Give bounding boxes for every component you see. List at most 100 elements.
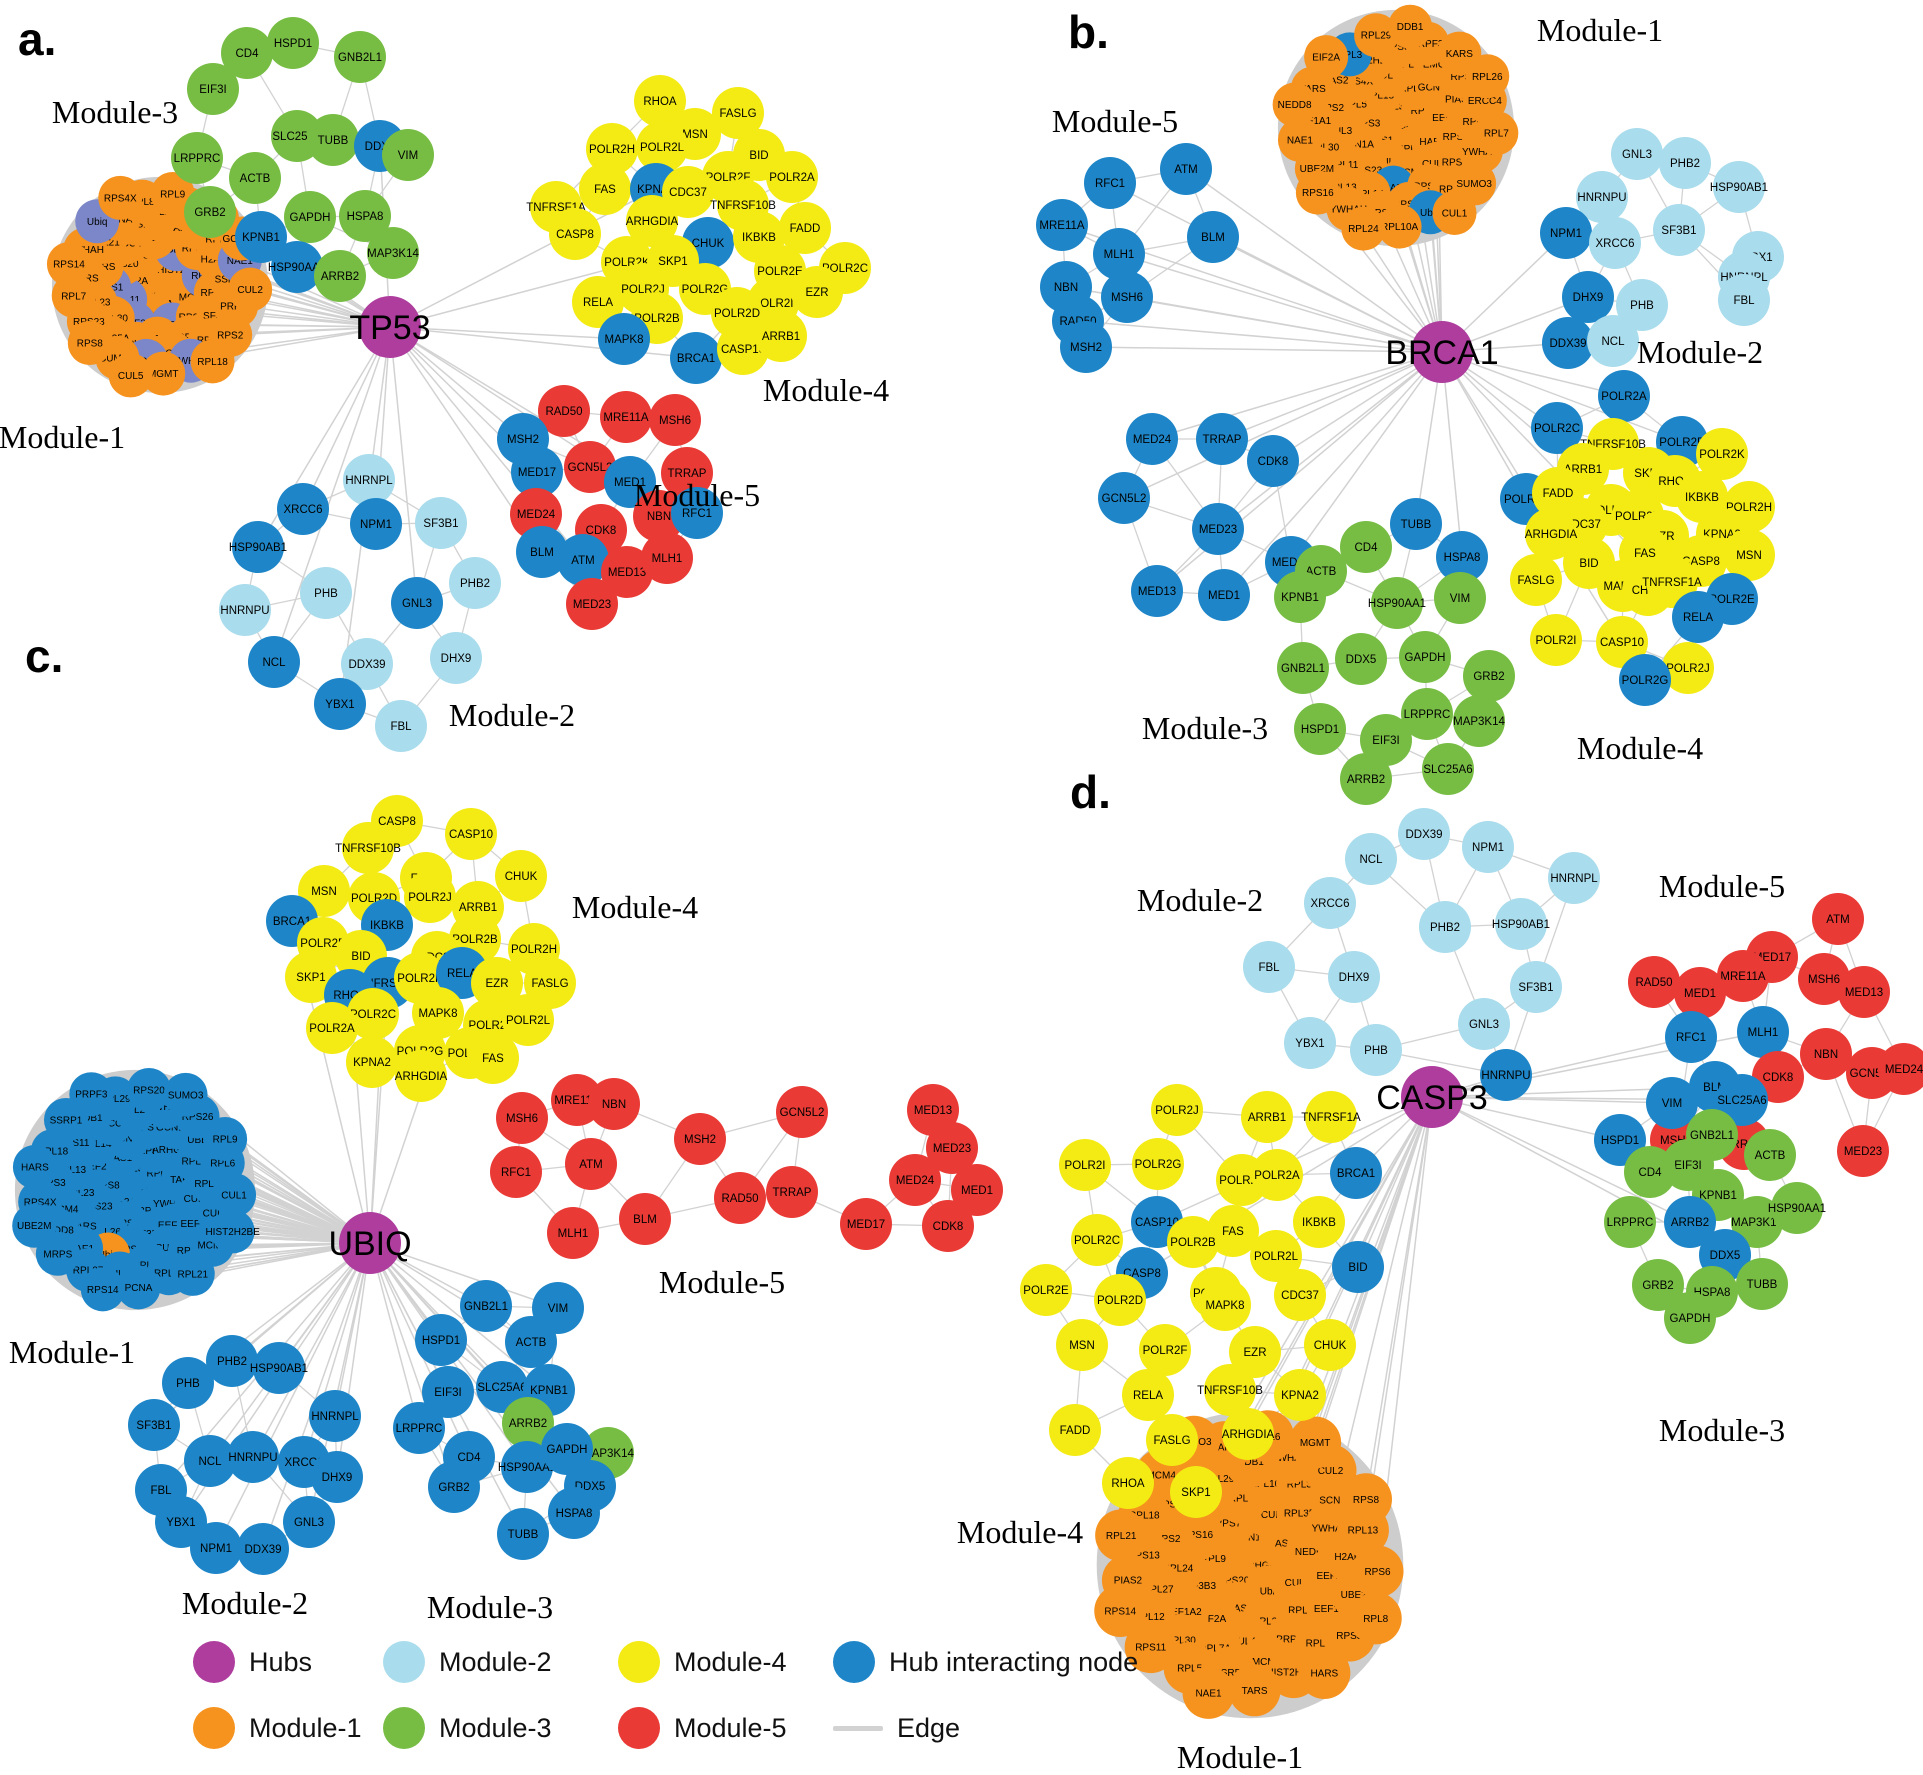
node-NEDD8[interactable] — [1272, 82, 1317, 127]
node-MLH1[interactable] — [547, 1207, 599, 1259]
node-SLC25A6[interactable] — [476, 1361, 528, 1413]
node-RPS14[interactable] — [46, 242, 91, 287]
node-MSH2[interactable] — [1060, 321, 1112, 373]
node-RPL18[interactable] — [190, 339, 235, 384]
node-HSP90AA1[interactable] — [271, 241, 323, 293]
node-EIF3I[interactable] — [187, 63, 239, 115]
node-SLC25A6[interactable] — [1716, 1074, 1768, 1126]
node-MAP3K14[interactable] — [367, 227, 419, 279]
node-NCL[interactable] — [1345, 833, 1397, 885]
node-DHX9[interactable] — [1562, 271, 1614, 323]
hub-UBIQ[interactable] — [339, 1212, 401, 1274]
node-TNFRSF10B[interactable] — [1204, 1364, 1256, 1416]
node-MLH1[interactable] — [641, 532, 693, 584]
node-PHB2[interactable] — [449, 557, 501, 609]
node-FAS[interactable] — [1207, 1205, 1259, 1257]
node-MED13[interactable] — [1838, 966, 1890, 1018]
node-RPS16[interactable] — [1295, 170, 1340, 215]
node-KPNB1[interactable] — [1274, 571, 1326, 623]
node-CDK8[interactable] — [1247, 435, 1299, 487]
node-ACTB[interactable] — [505, 1316, 557, 1368]
node-XRCC6[interactable] — [1304, 877, 1356, 929]
node-GNB2L1[interactable] — [460, 1280, 512, 1332]
node-HNRNPL[interactable] — [343, 454, 395, 506]
node-YBX1[interactable] — [314, 678, 366, 730]
hub-TP53[interactable] — [359, 296, 421, 358]
node-MED17[interactable] — [840, 1198, 892, 1250]
node-RPL8[interactable] — [1349, 1592, 1402, 1645]
node-MSN[interactable] — [1056, 1319, 1108, 1371]
node-HARS[interactable] — [1298, 1646, 1351, 1699]
node-NBN[interactable] — [1800, 1028, 1852, 1080]
node-MED24[interactable] — [1126, 413, 1178, 465]
node-GNL3[interactable] — [1458, 998, 1510, 1050]
node-TARS[interactable] — [1228, 1664, 1281, 1717]
node-MED1[interactable] — [1198, 569, 1250, 621]
node-FASLG[interactable] — [1146, 1414, 1198, 1466]
node-EZR[interactable] — [471, 957, 523, 1009]
node-POLR2A[interactable] — [766, 151, 818, 203]
node-MRE11A[interactable] — [1036, 199, 1088, 251]
node-GAPDH[interactable] — [284, 191, 336, 243]
node-HSPD1[interactable] — [267, 17, 319, 69]
node-RPL21[interactable] — [1095, 1509, 1148, 1562]
node-YBX1[interactable] — [1284, 1017, 1336, 1069]
node-MRE11A[interactable] — [600, 391, 652, 443]
node-HSPA8[interactable] — [1436, 531, 1488, 583]
node-DDX39[interactable] — [1398, 808, 1450, 860]
node-ARRB2[interactable] — [1340, 753, 1392, 805]
node-KPNA2[interactable] — [346, 1036, 398, 1088]
node-CHUK[interactable] — [1304, 1319, 1356, 1371]
node-MED24[interactable] — [1878, 1043, 1923, 1095]
hub-CASP3[interactable] — [1401, 1066, 1463, 1128]
node-SF3B1[interactable] — [1510, 961, 1562, 1013]
node-SKP1[interactable] — [285, 951, 337, 1003]
node-PHB2[interactable] — [1419, 901, 1471, 953]
node-NBN[interactable] — [633, 490, 685, 542]
node-MAP3K14[interactable] — [1731, 1196, 1783, 1248]
node-GNB2L1[interactable] — [1277, 642, 1329, 694]
node-PHB[interactable] — [300, 567, 352, 619]
node-EZR[interactable] — [1229, 1326, 1281, 1378]
node-CUL2[interactable] — [228, 267, 273, 312]
node-NPM1[interactable] — [1462, 821, 1514, 873]
node-PRPF3[interactable] — [69, 1072, 114, 1117]
node-ARHGDIA[interactable] — [1525, 508, 1577, 560]
node-CUL1[interactable] — [1432, 190, 1477, 235]
node-POLR2C[interactable] — [1071, 1214, 1123, 1266]
node-ARRB2[interactable] — [314, 250, 366, 302]
node-HSP90AB1[interactable] — [1495, 898, 1547, 950]
node-FBL[interactable] — [375, 700, 427, 752]
node-RPL9[interactable] — [203, 1116, 248, 1161]
node-RFC1[interactable] — [1665, 1011, 1717, 1063]
node-GCN5L2[interactable] — [564, 441, 616, 493]
node-SF3B1[interactable] — [128, 1399, 180, 1451]
node-HARS[interactable] — [12, 1144, 57, 1189]
node-KPNB1[interactable] — [235, 211, 287, 263]
node-CUL5[interactable] — [108, 353, 153, 398]
node-MED13[interactable] — [601, 546, 653, 598]
node-SF3B1[interactable] — [415, 497, 467, 549]
node-HIST2H2BE[interactable] — [210, 1209, 255, 1254]
node-ARRB1[interactable] — [755, 310, 807, 362]
node-ACTB[interactable] — [1744, 1129, 1796, 1181]
node-NCL[interactable] — [1587, 315, 1639, 367]
node-RPL26[interactable] — [1465, 54, 1510, 99]
node-TUBB[interactable] — [1736, 1258, 1788, 1310]
node-MSH6[interactable] — [496, 1092, 548, 1144]
node-PHB[interactable] — [1616, 279, 1668, 331]
node-DDX39[interactable] — [341, 638, 393, 690]
node-RPL21[interactable] — [170, 1251, 215, 1296]
node-CASP10[interactable] — [445, 808, 497, 860]
node-MED1[interactable] — [604, 456, 656, 508]
node-SKP1[interactable] — [1170, 1466, 1222, 1518]
node-POLR2H[interactable] — [586, 123, 638, 175]
node-DDX39[interactable] — [237, 1523, 289, 1575]
node-RPS8[interactable] — [67, 321, 112, 366]
node-CASP8[interactable] — [549, 208, 601, 260]
node-MED17[interactable] — [511, 446, 563, 498]
node-ARRB1[interactable] — [1241, 1091, 1293, 1143]
node-LRPPRC[interactable] — [171, 132, 223, 184]
node-HNRNPU[interactable] — [219, 584, 271, 636]
node-HSP90AB1[interactable] — [232, 521, 284, 573]
